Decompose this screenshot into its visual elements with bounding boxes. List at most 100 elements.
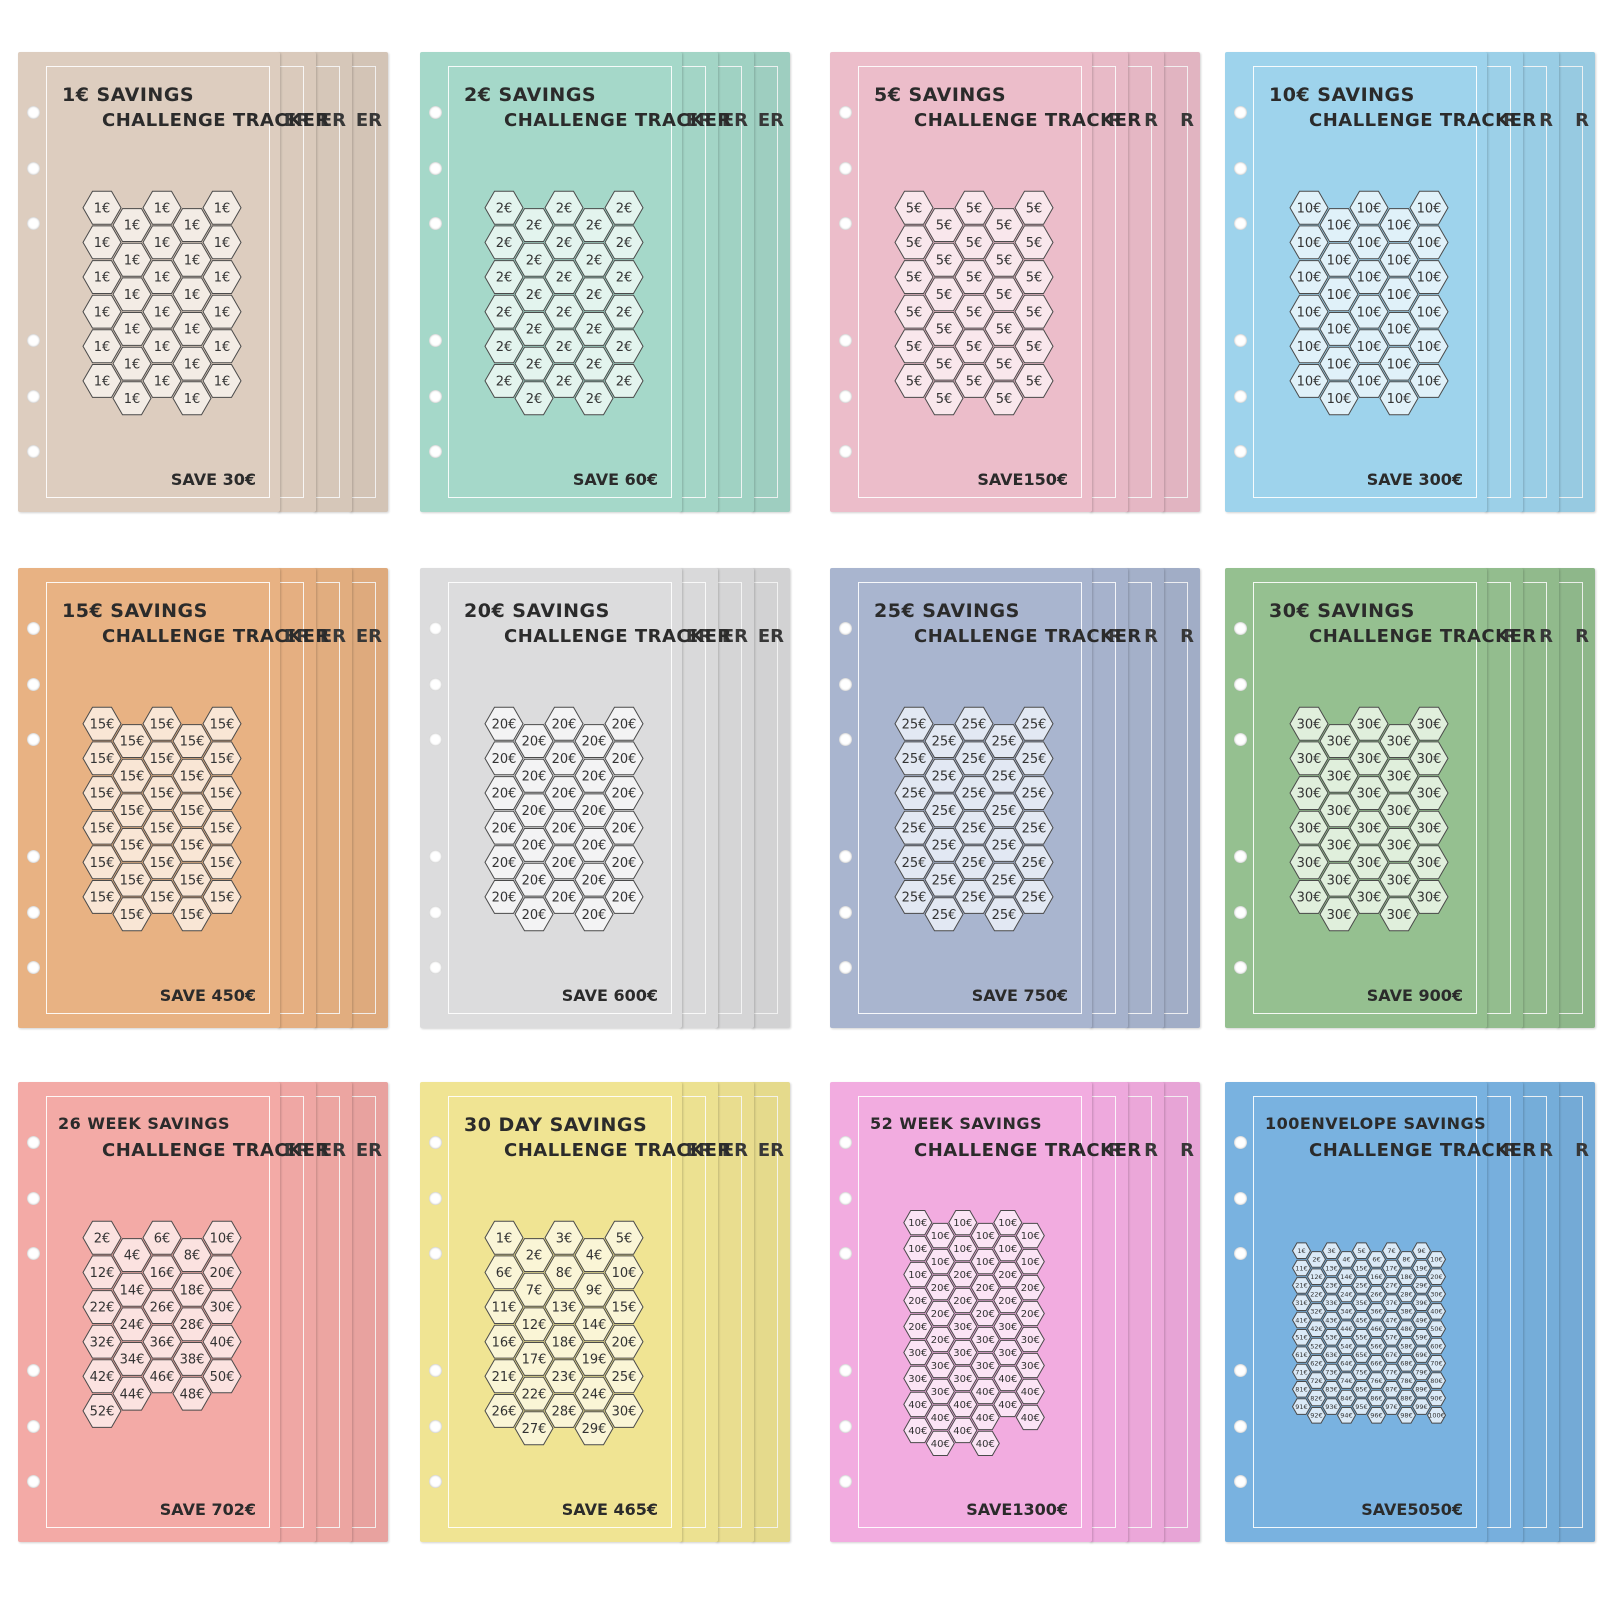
hex-cell[interactable]: 25€	[924, 828, 964, 862]
hex-cell[interactable]: 27€	[514, 1411, 554, 1446]
hex-cell[interactable]: 15€	[82, 706, 122, 741]
hex-cell[interactable]: 6€	[142, 1220, 182, 1255]
hex-cell[interactable]: 30€	[1379, 724, 1419, 758]
hex-cell[interactable]: 1€	[202, 329, 242, 364]
hex-cell[interactable]: 5€	[954, 190, 994, 225]
hex-cell[interactable]: 1€	[112, 381, 152, 416]
hex-cell[interactable]: 88€	[1396, 1389, 1417, 1407]
hex-cell[interactable]: 25€	[924, 793, 964, 828]
hex-cell[interactable]: 16€	[142, 1255, 182, 1290]
hex-cell[interactable]: 40€	[1426, 1303, 1447, 1320]
hex-cell[interactable]: 10€	[1409, 225, 1449, 260]
hex-cell[interactable]: 25€	[894, 706, 934, 741]
hex-cell[interactable]: 5€	[954, 260, 994, 294]
hex-cell[interactable]: 98€	[1396, 1407, 1417, 1424]
hex-cell[interactable]: 5€	[1014, 225, 1054, 260]
hex-cell[interactable]: 20€	[574, 793, 614, 828]
hex-cell[interactable]: 2€	[514, 208, 554, 242]
hex-cell[interactable]: 10€	[903, 1210, 933, 1236]
hex-cell[interactable]: 52€	[1306, 1337, 1327, 1355]
hex-cell[interactable]: 30€	[993, 1313, 1023, 1340]
hex-cell[interactable]: 10€	[925, 1248, 955, 1275]
hex-cell[interactable]: 4€	[1336, 1251, 1357, 1268]
tracker-page[interactable]: 10€ SAVINGS CHALLENGE TRACKER 10€ 10€ 10€ 10€…	[1225, 52, 1536, 512]
hex-cell[interactable]: 25€	[1014, 880, 1054, 914]
hex-cell[interactable]: 10€	[1289, 190, 1329, 225]
hex-cell[interactable]: 1€	[82, 260, 122, 294]
hex-cell[interactable]: 2€	[484, 260, 524, 294]
hex-cell[interactable]: 53€	[1321, 1329, 1342, 1346]
hex-cell[interactable]: 10€	[1289, 225, 1329, 260]
hex-cell[interactable]: 15€	[172, 724, 212, 758]
hex-cell[interactable]: 30€	[993, 1339, 1023, 1366]
hex-cell[interactable]: 5€	[954, 329, 994, 364]
hex-cell[interactable]: 40€	[1015, 1378, 1045, 1405]
hex-cell[interactable]: 10€	[1319, 208, 1359, 242]
hex-cell[interactable]: 25€	[984, 758, 1024, 793]
hex-cell[interactable]: 63€	[1321, 1346, 1342, 1363]
tracker-page[interactable]: 1€ SAVINGS CHALLENGE TRACKER 1€ 1€ 1€ 1€ 1€ 1€ 1…	[18, 52, 329, 512]
hex-cell[interactable]: 1€	[142, 294, 182, 329]
hex-cell[interactable]: 100€	[1426, 1407, 1447, 1424]
hex-cell[interactable]: 5€	[894, 364, 934, 398]
hex-cell[interactable]: 20€	[202, 1255, 242, 1290]
tracker-page[interactable]: 30€ SAVINGS CHALLENGE TRACKER 30€ 30€ 30€ 30€…	[1225, 568, 1536, 1028]
hex-cell[interactable]: 15€	[172, 793, 212, 828]
hex-cell[interactable]: 10€	[1015, 1248, 1045, 1275]
hex-cell[interactable]: 40€	[970, 1430, 1000, 1456]
hex-cell[interactable]: 1€	[142, 225, 182, 260]
hex-cell[interactable]: 30€	[1409, 880, 1449, 914]
hex-cell[interactable]: 25€	[1014, 810, 1054, 845]
hex-cell[interactable]: 2€	[574, 208, 614, 242]
hex-cell[interactable]: 10€	[903, 1235, 933, 1262]
hex-cell[interactable]: 99€	[1411, 1398, 1432, 1415]
hex-cell[interactable]: 30€	[1319, 793, 1359, 828]
hex-cell[interactable]: 30€	[1379, 897, 1419, 932]
hex-cell[interactable]: 30€	[1349, 741, 1389, 776]
hex-cell[interactable]: 25€	[1351, 1277, 1372, 1294]
hex-cell[interactable]: 1€	[1291, 1242, 1312, 1259]
hex-cell[interactable]: 86€	[1366, 1389, 1387, 1407]
hex-cell[interactable]: 25€	[954, 776, 994, 810]
hex-cell[interactable]: 30€	[1349, 776, 1389, 810]
hex-cell[interactable]: 1€	[172, 312, 212, 346]
hex-cell[interactable]: 26€	[1366, 1285, 1387, 1303]
hex-cell[interactable]: 20€	[1015, 1274, 1045, 1301]
hex-cell[interactable]: 30€	[903, 1365, 933, 1392]
hex-cell[interactable]: 20€	[484, 706, 524, 741]
hex-cell[interactable]: 15€	[142, 741, 182, 776]
hex-cell[interactable]: 20€	[993, 1261, 1023, 1288]
hex-cell[interactable]: 30€	[1015, 1326, 1045, 1353]
hex-cell[interactable]: 33€	[1321, 1294, 1342, 1311]
hex-cell[interactable]: 20€	[574, 724, 614, 758]
hex-cell[interactable]: 30€	[948, 1313, 978, 1340]
hex-cell[interactable]: 40€	[948, 1391, 978, 1418]
hex-cell[interactable]: 5€	[1351, 1242, 1372, 1259]
hex-cell[interactable]: 2€	[82, 1220, 122, 1255]
hex-cell[interactable]: 5€	[924, 208, 964, 242]
hex-cell[interactable]: 1€	[202, 294, 242, 329]
hex-cell[interactable]: 25€	[894, 810, 934, 845]
hex-cell[interactable]: 84€	[1336, 1389, 1357, 1407]
hex-cell[interactable]: 15€	[112, 793, 152, 828]
hex-cell[interactable]: 25€	[1014, 706, 1054, 741]
hex-cell[interactable]: 20€	[604, 776, 644, 810]
hex-cell[interactable]: 30€	[1409, 706, 1449, 741]
hex-cell[interactable]: 5€	[1014, 294, 1054, 329]
hex-cell[interactable]: 20€	[574, 758, 614, 793]
hex-cell[interactable]: 21€	[484, 1359, 524, 1394]
hex-cell[interactable]: 25€	[954, 845, 994, 880]
hex-cell[interactable]: 10€	[604, 1255, 644, 1290]
hex-cell[interactable]: 48€	[172, 1376, 212, 1411]
hex-cell[interactable]: 14€	[574, 1307, 614, 1342]
hex-cell[interactable]: 2€	[574, 312, 614, 346]
hex-cell[interactable]: 47€	[1381, 1311, 1402, 1329]
hex-cell[interactable]: 15€	[172, 862, 212, 897]
hex-cell[interactable]: 10€	[1319, 381, 1359, 416]
hex-cell[interactable]: 10€	[1289, 364, 1329, 398]
hex-cell[interactable]: 78€	[1396, 1372, 1417, 1389]
hex-cell[interactable]: 5€	[924, 381, 964, 416]
hex-cell[interactable]: 30€	[1426, 1285, 1447, 1303]
hex-cell[interactable]: 15€	[82, 741, 122, 776]
hex-cell[interactable]: 20€	[514, 724, 554, 758]
